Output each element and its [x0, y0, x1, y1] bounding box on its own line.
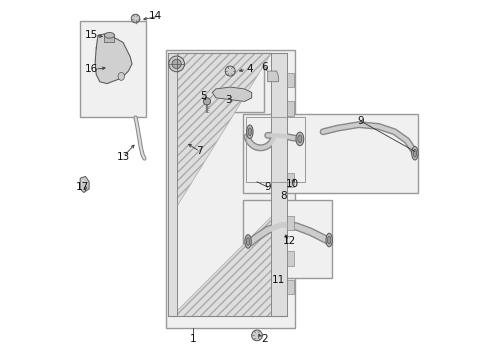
Bar	[271, 53, 287, 316]
Ellipse shape	[326, 236, 330, 244]
Text: 7: 7	[196, 147, 203, 157]
Polygon shape	[171, 53, 271, 216]
Text: 2: 2	[260, 334, 267, 344]
Text: 11: 11	[271, 275, 285, 285]
Text: 6: 6	[260, 63, 267, 72]
Bar	[287, 251, 293, 266]
Circle shape	[203, 98, 210, 105]
Bar	[165, 50, 294, 328]
Bar	[287, 216, 293, 230]
Ellipse shape	[295, 132, 303, 146]
Polygon shape	[212, 87, 251, 102]
Bar	[242, 200, 331, 278]
Ellipse shape	[246, 125, 253, 139]
Text: 12: 12	[282, 236, 295, 246]
Bar	[242, 114, 417, 193]
Bar	[287, 173, 293, 187]
Circle shape	[131, 14, 140, 23]
Text: 15: 15	[85, 30, 98, 40]
Ellipse shape	[246, 238, 249, 246]
Bar	[246, 117, 305, 182]
Ellipse shape	[412, 149, 416, 157]
Polygon shape	[267, 71, 278, 82]
Text: 9: 9	[357, 116, 363, 126]
Bar	[80, 21, 146, 117]
Polygon shape	[95, 33, 132, 84]
Text: 1: 1	[189, 334, 196, 344]
Circle shape	[251, 330, 262, 341]
Bar	[287, 73, 293, 87]
Ellipse shape	[247, 128, 251, 136]
Ellipse shape	[411, 147, 417, 160]
Text: 10: 10	[285, 179, 299, 189]
Ellipse shape	[297, 135, 302, 143]
Ellipse shape	[325, 233, 332, 247]
Bar	[104, 33, 114, 42]
Ellipse shape	[244, 235, 251, 248]
Text: 17: 17	[75, 182, 88, 192]
Text: 16: 16	[85, 64, 98, 74]
Ellipse shape	[104, 32, 114, 38]
Text: 14: 14	[148, 11, 162, 21]
Bar	[287, 280, 293, 294]
Bar	[201, 60, 264, 112]
Polygon shape	[80, 176, 89, 193]
Circle shape	[168, 56, 184, 72]
Polygon shape	[171, 216, 271, 316]
Bar	[287, 102, 293, 116]
Text: 3: 3	[224, 95, 231, 105]
Circle shape	[172, 59, 181, 68]
Text: 5: 5	[200, 91, 206, 101]
Text: 9: 9	[264, 182, 270, 192]
Ellipse shape	[118, 72, 124, 80]
Text: 13: 13	[116, 152, 129, 162]
Text: 8: 8	[280, 191, 286, 201]
Bar	[167, 53, 176, 316]
Text: 4: 4	[246, 64, 253, 74]
Circle shape	[225, 66, 235, 76]
